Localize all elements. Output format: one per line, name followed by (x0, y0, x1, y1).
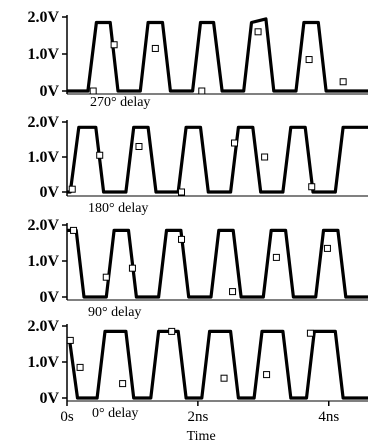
y-tick-label: 2.0V (27, 318, 59, 335)
waveform-marker (339, 78, 347, 86)
waveform-line (67, 125, 368, 194)
x-axis-label: Time (187, 429, 216, 444)
waveform-marker (151, 44, 159, 52)
waveform-line (67, 329, 368, 400)
waveform-marker (66, 336, 74, 344)
x-tick-label: 4ns (318, 409, 339, 425)
waveform-marker (229, 288, 237, 296)
x-tick-label: 0s (60, 409, 74, 425)
waveform-marker (102, 273, 110, 281)
y-tick-label: 0V (39, 289, 59, 306)
waveform-marker (178, 188, 186, 196)
waveform-marker (96, 151, 104, 159)
waveform-marker (178, 235, 186, 243)
waveform-line (67, 228, 368, 299)
waveform-marker (308, 183, 316, 191)
waveform-marker (89, 87, 97, 95)
panel-delay-label: 180° delay (88, 201, 148, 216)
waveform-marker (231, 139, 239, 147)
waveform-marker (323, 244, 331, 252)
x-tick-label: 2ns (187, 409, 208, 425)
waveform-marker (110, 41, 118, 49)
y-tick-label: 1.0V (27, 253, 59, 270)
waveform-marker (119, 380, 127, 388)
waveform-marker (254, 28, 262, 36)
waveform-marker (305, 56, 313, 64)
waveform-marker (261, 153, 269, 161)
panel-delay-label: 0° delay (92, 406, 138, 421)
y-tick-label: 0V (39, 83, 59, 100)
y-tick-label: 2.0V (27, 114, 59, 131)
panel-delay-label: 90° delay (88, 305, 141, 320)
y-tick-label: 1.0V (27, 354, 59, 371)
waveform-marker (128, 264, 136, 272)
y-tick-label: 1.0V (27, 149, 59, 166)
y-tick-label: 0V (39, 184, 59, 201)
waveform-marker (306, 329, 314, 337)
waveform-panel-4: 2.0V 1.0V 0V 0° delay 0s 2ns 4ns Time (27, 318, 368, 444)
y-tick-label: 2.0V (27, 9, 59, 26)
panel-delay-label: 270° delay (90, 95, 150, 110)
waveform-panel-2: 2.0V 1.0V 0V 180° delay (27, 114, 368, 216)
y-tick-label: 1.0V (27, 46, 59, 63)
waveform-marker (70, 226, 78, 234)
waveform-panel-1: 2.0V 1.0V 0V 270° delay (27, 9, 368, 110)
y-tick-label: 2.0V (27, 217, 59, 234)
waveform-marker (68, 185, 76, 193)
waveform-marker (76, 363, 84, 371)
waveform-marker (220, 374, 228, 382)
waveform-line (67, 17, 368, 93)
waveform-marker (168, 327, 176, 335)
waveform-marker (198, 87, 206, 95)
waveform-marker (272, 253, 280, 261)
waveform-marker (135, 143, 143, 150)
y-tick-label: 0V (39, 390, 59, 407)
waveform-panel-3: 2.0V 1.0V 0V 90° delay (27, 217, 368, 320)
waveform-marker (263, 371, 271, 379)
